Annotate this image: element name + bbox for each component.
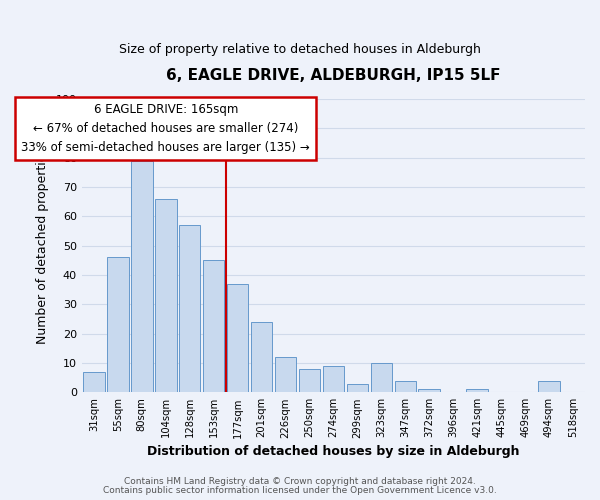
Bar <box>83 372 104 392</box>
Bar <box>131 160 152 392</box>
Bar <box>418 390 440 392</box>
Title: 6, EAGLE DRIVE, ALDEBURGH, IP15 5LF: 6, EAGLE DRIVE, ALDEBURGH, IP15 5LF <box>166 68 500 82</box>
Bar <box>395 380 416 392</box>
Bar <box>203 260 224 392</box>
Bar <box>466 390 488 392</box>
Bar <box>155 198 176 392</box>
Text: Contains HM Land Registry data © Crown copyright and database right 2024.: Contains HM Land Registry data © Crown c… <box>124 477 476 486</box>
Bar <box>323 366 344 392</box>
Bar <box>347 384 368 392</box>
X-axis label: Distribution of detached houses by size in Aldeburgh: Distribution of detached houses by size … <box>147 444 520 458</box>
Text: Size of property relative to detached houses in Aldeburgh: Size of property relative to detached ho… <box>119 42 481 56</box>
Bar <box>538 380 560 392</box>
Bar <box>275 357 296 392</box>
Y-axis label: Number of detached properties: Number of detached properties <box>36 147 49 344</box>
Bar <box>179 225 200 392</box>
Text: 6 EAGLE DRIVE: 165sqm
← 67% of detached houses are smaller (274)
33% of semi-det: 6 EAGLE DRIVE: 165sqm ← 67% of detached … <box>22 104 310 154</box>
Bar <box>251 322 272 392</box>
Text: Contains public sector information licensed under the Open Government Licence v3: Contains public sector information licen… <box>103 486 497 495</box>
Bar <box>227 284 248 393</box>
Bar <box>299 369 320 392</box>
Bar <box>107 258 128 392</box>
Bar <box>371 363 392 392</box>
